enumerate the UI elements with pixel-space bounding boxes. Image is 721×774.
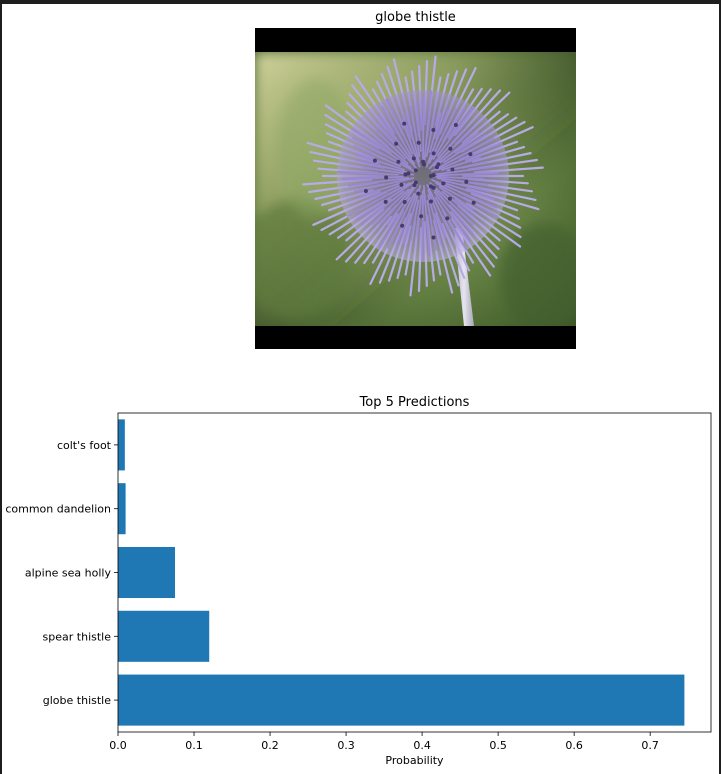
figure-canvas: globe thistle	[2, 4, 719, 774]
y-tick-label: common dandelion	[5, 503, 111, 516]
x-tick-label: 0.2	[261, 739, 279, 752]
chart-title: Top 5 Predictions	[359, 395, 470, 410]
bars	[118, 419, 685, 726]
x-tick-label: 0.7	[641, 739, 659, 752]
x-tick-label: 0.3	[337, 739, 355, 752]
x-tick-label: 0.5	[489, 739, 507, 752]
image-title: globe thistle	[375, 10, 456, 25]
flower-image	[255, 28, 576, 349]
x-axis-title: Probability	[385, 754, 444, 767]
axes-frame	[117, 412, 712, 733]
bar-alpine-sea-holly	[118, 546, 176, 599]
y-axis-ticks: globe thistle spear thistle alpine sea hol…	[5, 439, 118, 707]
bar-globe-thistle	[118, 674, 685, 726]
x-tick-label: 0.6	[565, 739, 583, 752]
flower-photo-illustration	[255, 28, 576, 349]
x-tick-label: 0.1	[185, 739, 203, 752]
x-tick-label: 0.0	[109, 739, 127, 752]
y-tick-label: globe thistle	[43, 694, 111, 707]
y-tick-label: alpine sea holly	[25, 567, 112, 580]
bar-spear-thistle	[118, 610, 210, 662]
x-axis-ticks: 0.0 0.1 0.2 0.3 0.4 0.5 0.6 0.7	[109, 732, 659, 752]
y-tick-label: colt's foot	[57, 439, 112, 452]
bar-colt-s-foot	[118, 419, 125, 471]
prediction-chart: Top 5 Predictions globe thistle spear thi…	[5, 395, 712, 767]
y-tick-label: spear thistle	[43, 630, 112, 643]
x-tick-label: 0.4	[413, 739, 431, 752]
bar-common-dandelion	[118, 483, 126, 535]
